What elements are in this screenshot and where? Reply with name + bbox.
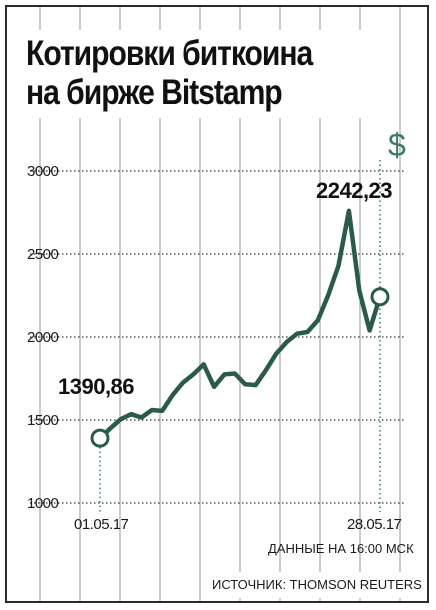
source-note: ИСТОЧНИК: THOMSON REUTERS: [212, 577, 422, 592]
y-tick-label: 3000: [27, 163, 59, 180]
labels: 1000 1500 2000 2500 3000 1390,86 2242,23 01.05.…: [27, 127, 406, 533]
start-value-label: 1390,86: [58, 374, 134, 399]
data-point-marker: [370, 287, 390, 307]
guide-lines: [99, 160, 381, 512]
source-box: ИСТОЧНИК: THOMSON REUTERS: [208, 572, 422, 598]
chart-title-line-1: Котировки биткоина: [26, 34, 313, 73]
markers: [90, 287, 390, 448]
currency-icon: $: [388, 127, 406, 163]
x-start-label: 01.05.17: [74, 516, 129, 533]
y-tick-label: 1000: [27, 495, 59, 512]
chart-title: Котировки биткоина на бирже Bitstamp: [16, 30, 369, 118]
peak-value-label: 2242,23: [316, 178, 392, 203]
time-note: ДАННЫЕ НА 16:00 МСК: [268, 541, 414, 556]
y-tick-label: 2000: [27, 329, 59, 346]
data-point-marker: [90, 428, 110, 448]
y-tick-label: 2500: [27, 246, 59, 263]
y-tick-label: 1500: [27, 412, 59, 429]
series-layer: [97, 208, 383, 441]
chart-title-line-2: на бирже Bitstamp: [26, 73, 283, 112]
x-end-label: 28.05.17: [347, 516, 402, 533]
series-line: [97, 208, 383, 441]
